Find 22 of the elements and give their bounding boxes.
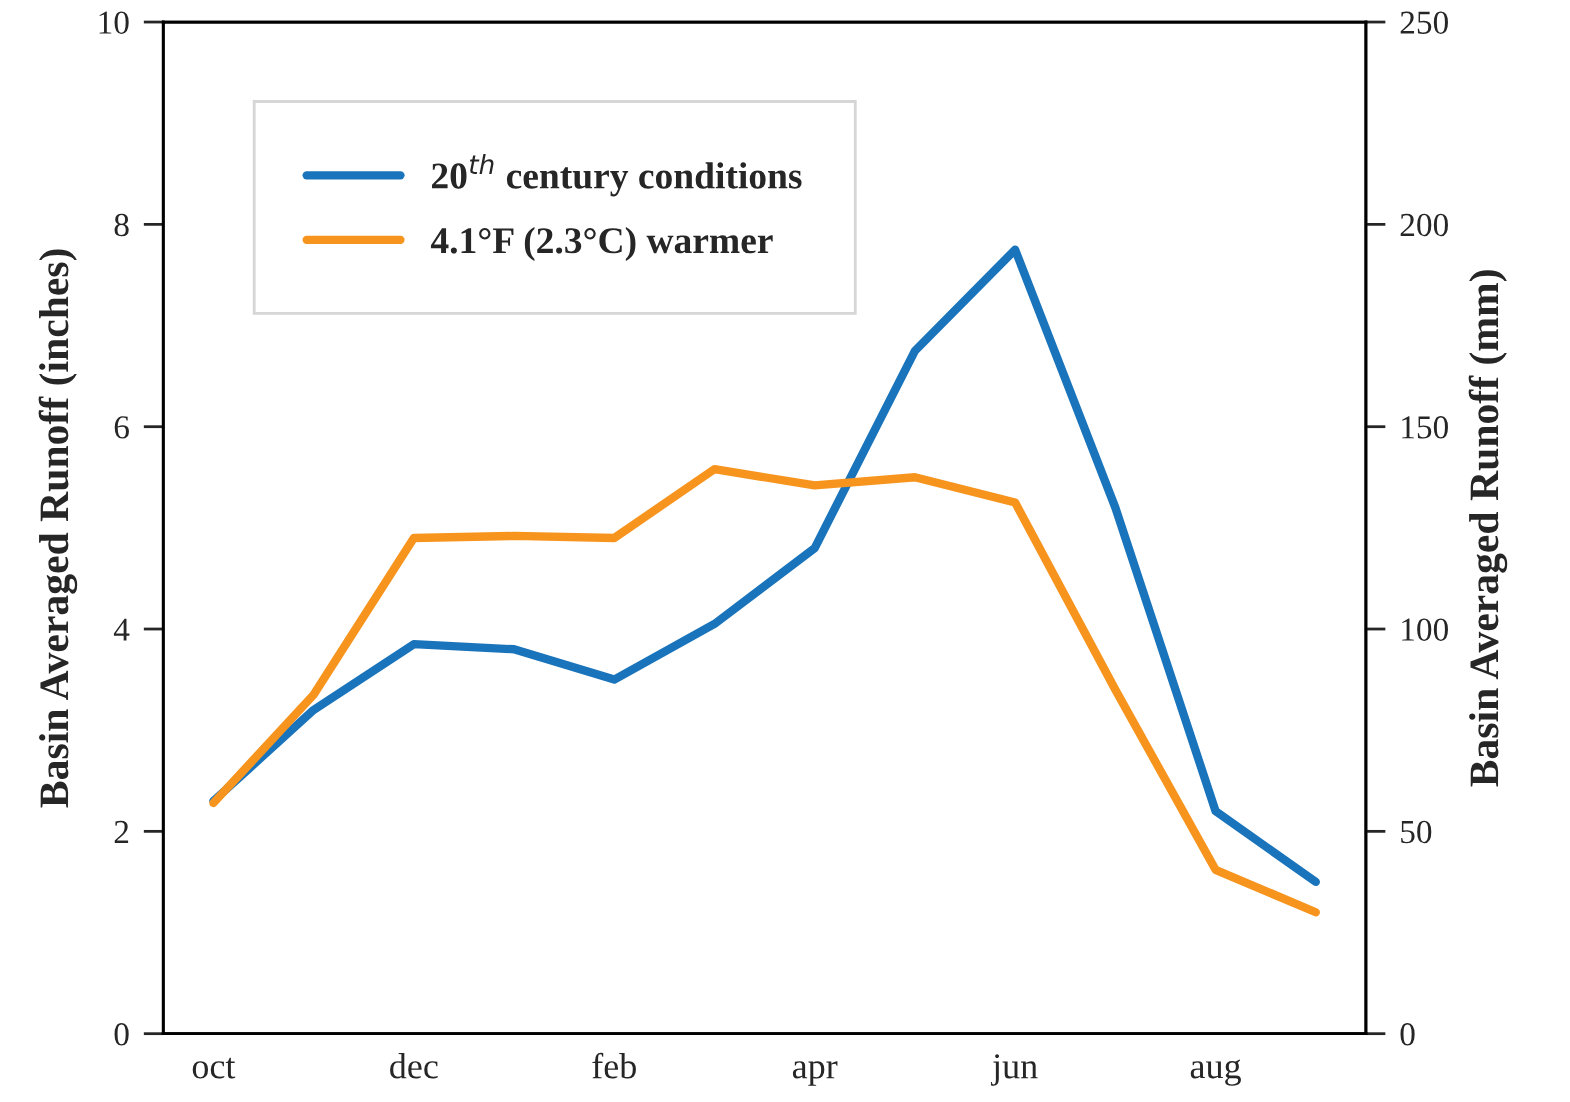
- x-tick-label: feb: [592, 1052, 636, 1079]
- y-tick-label: 4: [113, 618, 130, 641]
- x-tick-label: aug: [1190, 1059, 1241, 1086]
- legend-label: 20$^{th}$ century conditions: [432, 153, 802, 197]
- y2-tick-label: 100: [1402, 618, 1448, 641]
- y-tick-label: 6: [114, 416, 129, 439]
- x-tick-label: apr: [792, 1061, 838, 1086]
- x-tick-label: jun: [991, 1054, 1038, 1086]
- y2-tick-label: 250: [1400, 11, 1448, 34]
- y2-tick-label: 50: [1401, 820, 1432, 844]
- y-axis-title: Basin Averaged Runoff (inches): [38, 249, 78, 808]
- x-tick-label: oct: [192, 1057, 236, 1079]
- y-tick-label: 2: [114, 820, 129, 843]
- y2-axis-title: Basin Averaged Runoff (mm): [1468, 270, 1508, 787]
- x-tick-label: dec: [390, 1053, 438, 1079]
- y2-tick-label: 200: [1400, 213, 1448, 237]
- y-tick-label: 8: [114, 213, 129, 237]
- y2-tick-label: 0: [1400, 1023, 1415, 1046]
- y-tick-label: 10: [99, 11, 129, 34]
- y-tick-label: 0: [114, 1023, 129, 1046]
- y2-tick-label: 150: [1402, 416, 1448, 439]
- legend-label: 4.1°F (2.3°C) warmer: [430, 226, 773, 261]
